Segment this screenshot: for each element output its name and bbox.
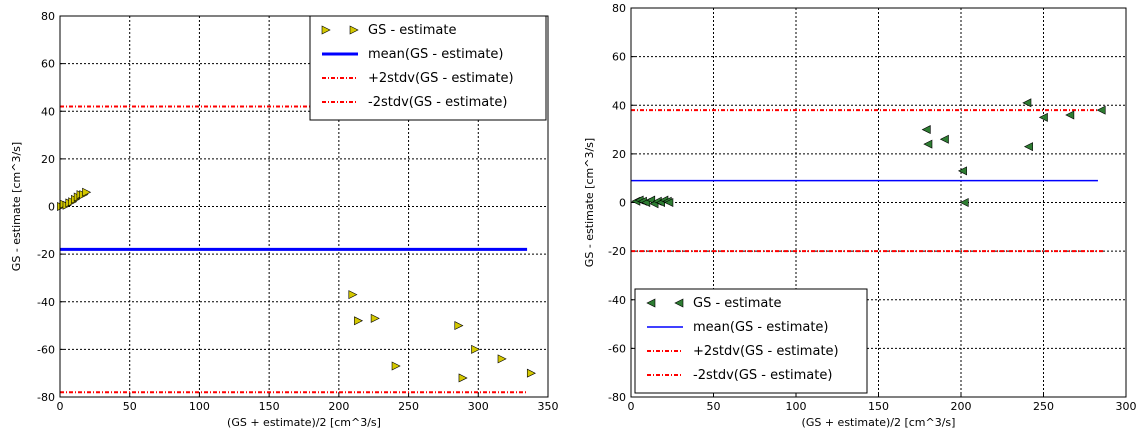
x-axis-label: (GS + estimate)/2 [cm^3/s] xyxy=(802,416,956,429)
legend-label: GS - estimate xyxy=(368,23,457,38)
legend-marker xyxy=(646,298,656,308)
data-point xyxy=(471,344,481,354)
legend-label: GS - estimate xyxy=(693,296,782,311)
x-tick-label: 200 xyxy=(328,400,349,413)
y-tick-label: -60 xyxy=(608,342,626,355)
y-tick-label: 60 xyxy=(612,51,626,64)
y-tick-label: 80 xyxy=(612,2,626,15)
chart-2: 0 50 100 150 200 250 300 -80 -60 -40 -20 0 20 40 60 80 (… xyxy=(583,2,1137,429)
axes-frame xyxy=(59,15,549,398)
chart-1: 0 50 100 150 200 250 300 350 -80 -60 -40 -20 0 20 40 60… xyxy=(10,10,559,429)
y-tick-label: -20 xyxy=(608,245,626,258)
y-tick-label: -80 xyxy=(608,391,626,404)
y-tick-label: -60 xyxy=(37,343,55,356)
y-tick-label: -80 xyxy=(37,391,55,404)
data-point xyxy=(957,166,967,176)
data-point xyxy=(1023,142,1033,152)
x-tick-label: 100 xyxy=(786,400,807,413)
y-tick-label: 40 xyxy=(612,99,626,112)
y-tick-label: 40 xyxy=(41,105,55,118)
legend-marker xyxy=(321,25,331,35)
legend-label: mean(GS - estimate) xyxy=(693,320,829,335)
x-tick-label: 50 xyxy=(123,400,137,413)
data-point xyxy=(354,316,364,326)
y-tick-label: -20 xyxy=(37,248,55,261)
legend: GS - estimate mean(GS - estimate) +2stdv(G… xyxy=(634,288,868,394)
x-tick-label: 250 xyxy=(398,400,419,413)
y-tick-label: 60 xyxy=(41,58,55,71)
y-axis-label: GS - estimate [cm^3/s] xyxy=(583,138,596,267)
data-point xyxy=(391,361,401,371)
data-point xyxy=(923,139,933,149)
y-tick-label: 20 xyxy=(612,148,626,161)
legend-label: +2stdv(GS - estimate) xyxy=(368,71,514,86)
data-point xyxy=(454,321,464,331)
legend-label: -2stdv(GS - estimate) xyxy=(693,368,832,383)
data-point xyxy=(1065,110,1075,120)
legend-label: -2stdv(GS - estimate) xyxy=(368,95,507,110)
legend-marker xyxy=(674,298,684,308)
y-tick-label: 0 xyxy=(48,201,55,214)
x-axis-label: (GS + estimate)/2 [cm^3/s] xyxy=(227,416,381,429)
legend-label: +2stdv(GS - estimate) xyxy=(693,344,839,359)
data-point xyxy=(348,290,358,300)
axes-frame xyxy=(630,7,1127,398)
data-point xyxy=(921,125,931,135)
data-point xyxy=(526,368,536,378)
data-point xyxy=(959,198,969,207)
data-point xyxy=(458,373,468,383)
y-tick-label: 80 xyxy=(41,10,55,23)
data-point xyxy=(664,198,674,207)
legend-box xyxy=(634,288,868,394)
y-tick-label: 20 xyxy=(41,153,55,166)
data-point xyxy=(1038,112,1048,122)
x-tick-label: 150 xyxy=(868,400,889,413)
legend-marker xyxy=(349,25,359,35)
y-tick-label: -40 xyxy=(37,296,55,309)
legend-label: mean(GS - estimate) xyxy=(368,47,504,62)
x-tick-label: 350 xyxy=(538,400,559,413)
data-point xyxy=(497,354,507,364)
x-tick-label: 0 xyxy=(57,400,64,413)
x-tick-label: 250 xyxy=(1033,400,1054,413)
x-tick-label: 300 xyxy=(1116,400,1137,413)
data-point xyxy=(82,187,92,197)
y-axis-label: GS - estimate [cm^3/s] xyxy=(10,142,23,271)
y-tick-label: 0 xyxy=(619,197,626,210)
x-tick-label: 100 xyxy=(189,400,210,413)
x-tick-label: 150 xyxy=(259,400,280,413)
data-point xyxy=(1022,98,1032,108)
data-point xyxy=(939,134,949,144)
x-tick-label: 200 xyxy=(951,400,972,413)
data-point xyxy=(1096,105,1106,115)
y-tick-label: -40 xyxy=(608,294,626,307)
x-tick-label: 0 xyxy=(628,400,635,413)
legend: GS - estimate mean(GS - estimate) +2stdv(G… xyxy=(309,15,547,121)
data-point xyxy=(370,313,380,323)
x-tick-label: 300 xyxy=(468,400,489,413)
x-tick-label: 50 xyxy=(707,400,721,413)
